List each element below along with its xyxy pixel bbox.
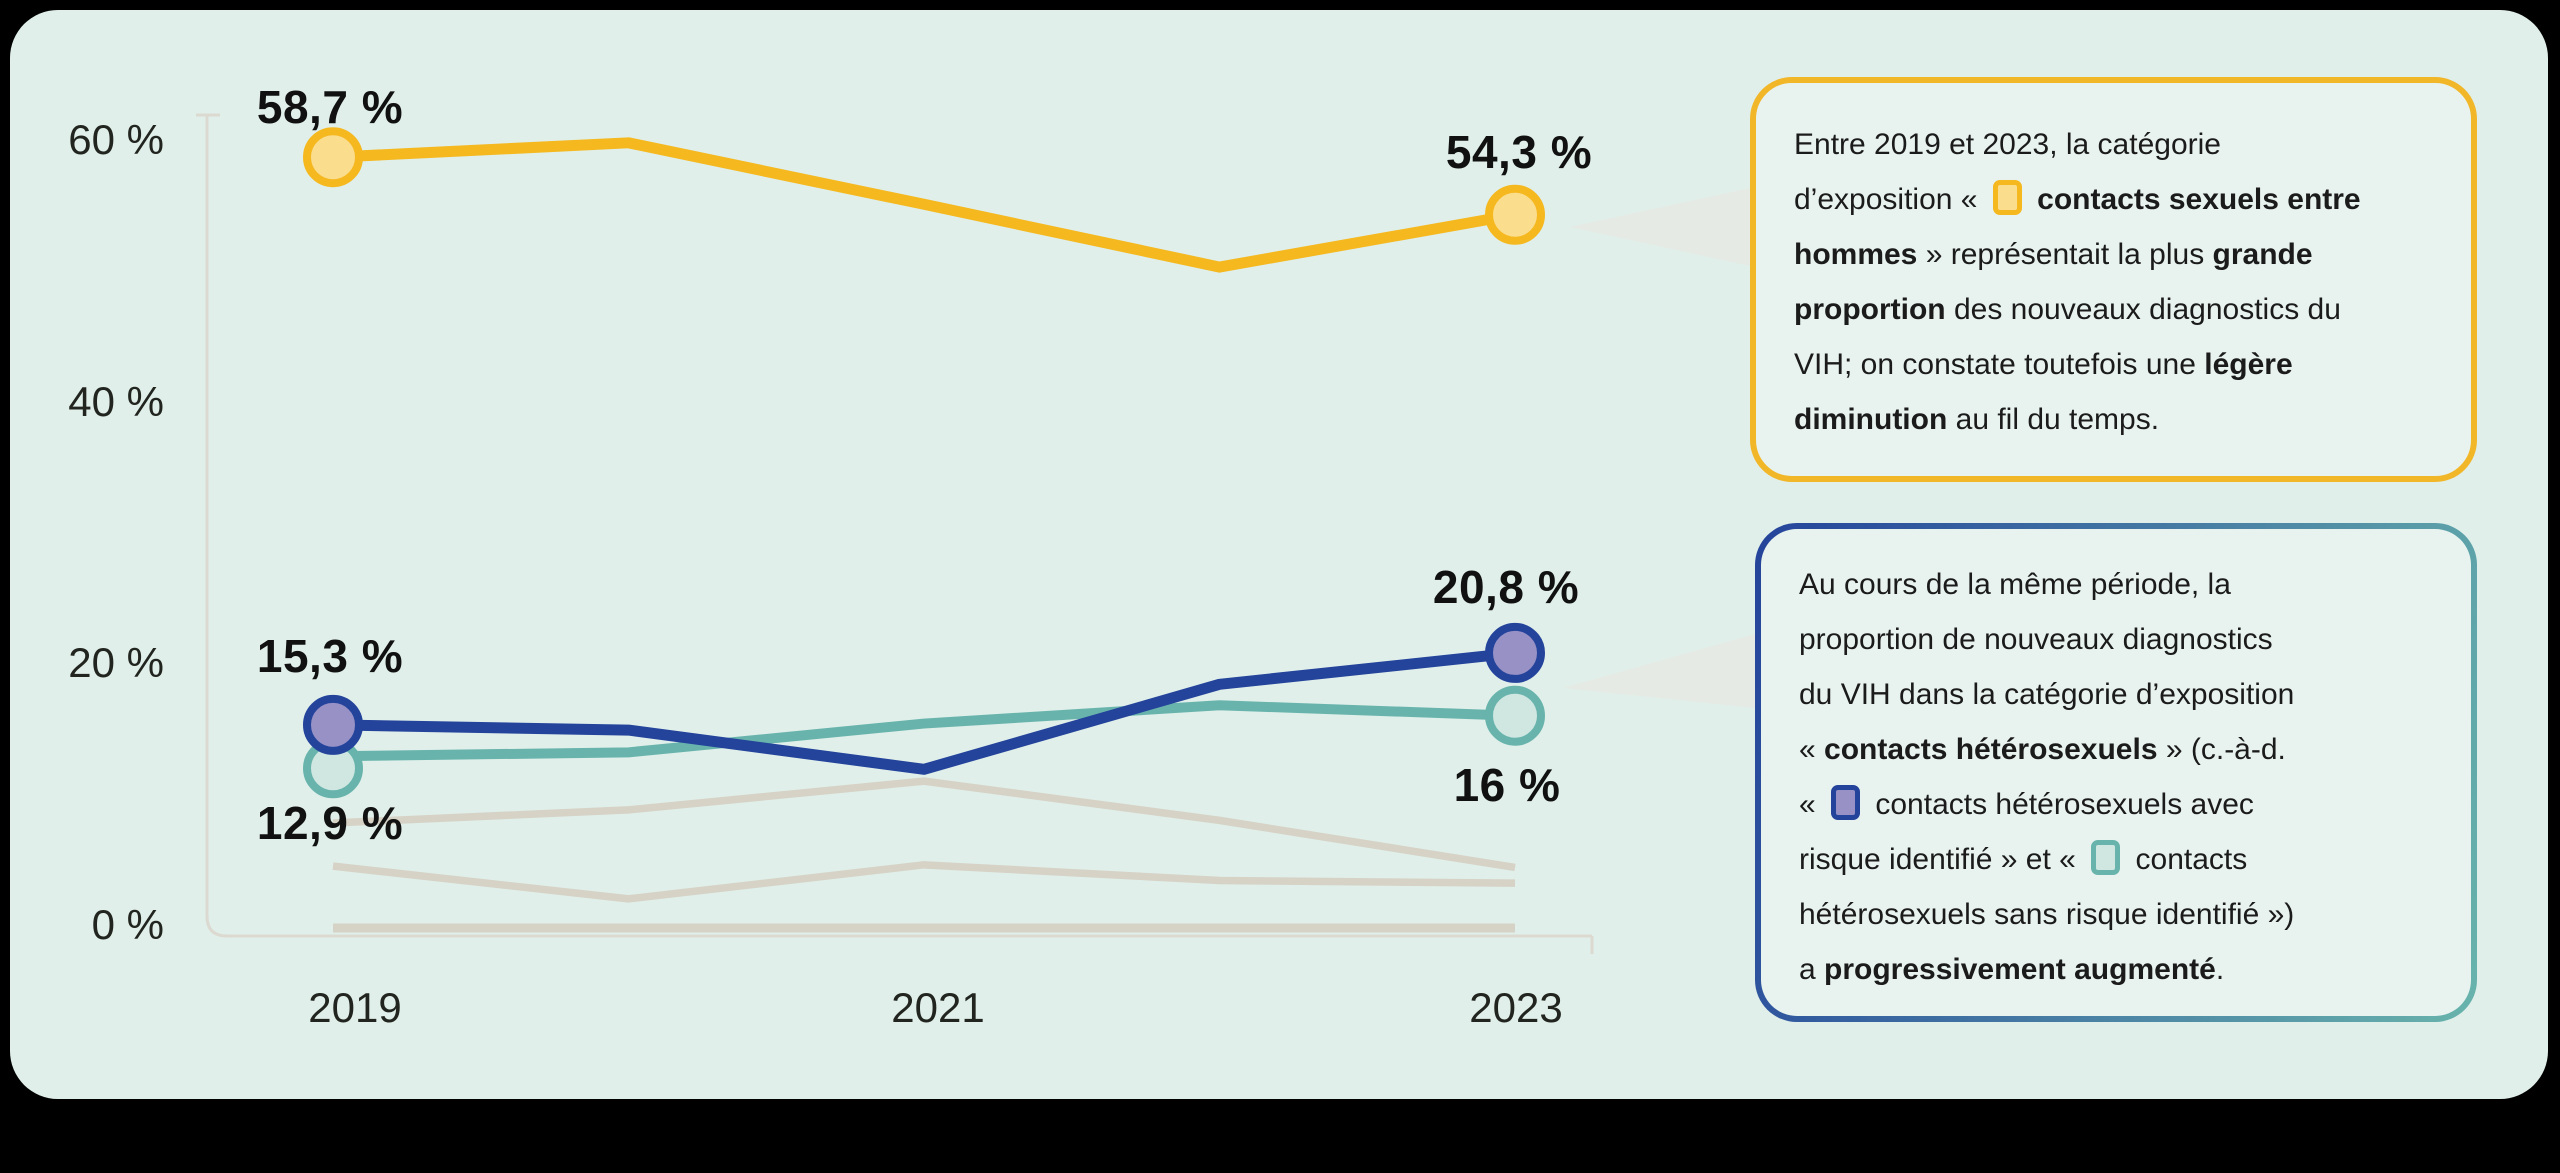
x-axis-label-2023: 2023 (1469, 984, 1563, 1031)
callout-text: « (1799, 788, 1825, 821)
marker-hetero-risque-2023 (1485, 622, 1545, 683)
callout-text: » (c.-à-d. (2157, 733, 2286, 766)
callout-line: VIH; on constate toutefois une légère (1794, 337, 2433, 392)
callout-line: « contacts hétérosexuels » (c.-à-d. (1799, 722, 2433, 777)
y-axis-label-40: 40 % (68, 378, 164, 425)
series-line-hetero-sans-risque (332, 700, 1516, 762)
callout-line: diminution au fil du temps. (1794, 392, 2433, 447)
data-label-sans-2019: 12,9 % (256, 797, 404, 849)
callout-hetero: Au cours de la même période, la proportio… (1755, 523, 2477, 1022)
callout-line: proportion des nouveaux diagnostics du (1794, 282, 2433, 337)
data-label-risque-2023: 20,8 % (1432, 561, 1580, 613)
callout-text: risque identifié » et « (1799, 843, 2085, 876)
legend-swatch-hetero-risque (1831, 785, 1861, 820)
callout-line: hommes » représentait la plus grande (1794, 227, 2433, 282)
series-line-msm (332, 137, 1516, 273)
y-axis-label-0: 0 % (91, 901, 164, 948)
callout-text: « (1799, 733, 1825, 766)
y-axis-label-20: 20 % (68, 639, 164, 686)
callout-text: hétérosexuels sans risque identifié ») (1799, 898, 2295, 931)
callout-hetero-text: Au cours de la même période, la proportio… (1799, 557, 2433, 997)
y-axis-label-60: 60 % (68, 116, 164, 163)
callout-text-bold: progressivement augmenté (1824, 953, 2216, 986)
series-line-gris-2 (332, 861, 1516, 903)
data-label-msm-2023: 54,3 % (1445, 126, 1593, 178)
callout-text: d’exposition « (1794, 183, 1986, 216)
callout-line: « contacts hétérosexuels avec (1799, 777, 2433, 832)
marker-msm-2019 (303, 127, 363, 188)
x-axis-label-2019: 2019 (308, 984, 402, 1031)
callout-text-bold: contacts hétérosexuels (1824, 733, 2158, 766)
callout-text: proportion de nouveaux diagnostics (1799, 623, 2273, 656)
callout-text: Entre 2019 et 2023, la catégorie (1794, 128, 2221, 161)
series-line-hetero-risque (332, 647, 1516, 775)
callout-text-bold: légère (2204, 348, 2293, 381)
callout-text: a (1799, 953, 1825, 986)
callout-text-bold: hommes (1794, 238, 1918, 271)
callout-text: au fil du temps. (1947, 403, 2160, 436)
callout-line: proportion de nouveaux diagnostics (1799, 612, 2433, 667)
callout-line: hétérosexuels sans risque identifié ») (1799, 887, 2433, 942)
data-label-risque-2019: 15,3 % (256, 630, 404, 682)
callout-pointer-msm (1570, 188, 1750, 266)
callout-line: risque identifié » et « contacts (1799, 832, 2433, 887)
callout-line: Entre 2019 et 2023, la catégorie (1794, 117, 2433, 172)
callout-line: Au cours de la même période, la (1799, 557, 2433, 612)
callout-text-bold: diminution (1794, 403, 1948, 436)
callout-line: d’exposition « contacts sexuels entre (1794, 172, 2433, 227)
callout-msm-text: Entre 2019 et 2023, la catégorie d’exposi… (1794, 117, 2433, 447)
marker-hetero-risque-2019 (303, 694, 363, 755)
legend-swatch-hetero-sans-risque (2091, 840, 2121, 875)
x-axis-label-2021: 2021 (891, 984, 985, 1031)
callout-text-bold: proportion (1794, 293, 1946, 326)
marker-hetero-sans-risque-2023 (1485, 685, 1545, 746)
data-label-sans-2023: 16 % (1453, 759, 1561, 811)
callout-text-bold: grande (2212, 238, 2313, 271)
callout-text: du VIH dans la catégorie d’exposition (1799, 678, 2295, 711)
callout-text: VIH; on constate toutefois une (1794, 348, 2205, 381)
callout-text: contacts hétérosexuels avec (1867, 788, 2254, 821)
callout-text: . (2215, 953, 2225, 986)
legend-swatch-msm (1992, 180, 2022, 215)
callout-text: des nouveaux diagnostics du (1945, 293, 2341, 326)
series-line-gris-1 (332, 777, 1516, 872)
callout-line: a progressivement augmenté. (1799, 942, 2433, 997)
marker-msm-2023 (1485, 184, 1545, 245)
callout-text: contacts (2127, 843, 2248, 876)
callout-pointer-hetero (1563, 634, 1755, 708)
callout-msm: Entre 2019 et 2023, la catégorie d’exposi… (1750, 77, 2477, 482)
data-label-msm-2019: 58,7 % (256, 81, 404, 133)
callout-text: Au cours de la même période, la (1799, 568, 2231, 601)
callout-text-bold: contacts sexuels entre (2028, 183, 2361, 216)
axis (205, 115, 1592, 938)
callout-line: du VIH dans la catégorie d’exposition (1799, 667, 2433, 722)
callout-text: » représentait la plus (1917, 238, 2213, 271)
